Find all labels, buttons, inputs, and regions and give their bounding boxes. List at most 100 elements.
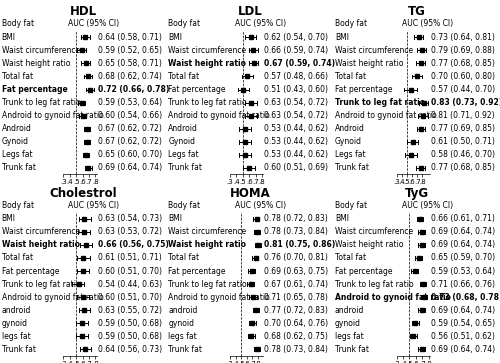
Text: Android to gynoid fat ratio: Android to gynoid fat ratio (335, 293, 451, 302)
Text: AUC (95% CI): AUC (95% CI) (235, 201, 286, 209)
Text: 0.51 (0.43, 0.60): 0.51 (0.43, 0.60) (264, 85, 328, 94)
Text: Trunk to leg fat ratio: Trunk to leg fat ratio (2, 280, 80, 289)
Text: AUC (95% CI): AUC (95% CI) (402, 19, 453, 28)
Text: 0.53 (0.44, 0.62): 0.53 (0.44, 0.62) (264, 150, 328, 159)
Text: Trunk to leg fat ratio: Trunk to leg fat ratio (2, 98, 80, 107)
Text: legs fat: legs fat (335, 332, 364, 341)
Text: Waist circumference: Waist circumference (2, 227, 80, 236)
Text: 0.81 (0.71, 0.92): 0.81 (0.71, 0.92) (431, 111, 494, 120)
Text: Gynoid: Gynoid (168, 137, 195, 146)
Text: android: android (168, 306, 198, 315)
Text: BMI: BMI (168, 33, 182, 42)
Text: 0.69 (0.64, 0.74): 0.69 (0.64, 0.74) (431, 306, 495, 315)
Text: Trunk fat: Trunk fat (2, 163, 35, 172)
Text: 0.68 (0.62, 0.75): 0.68 (0.62, 0.75) (264, 332, 328, 341)
Text: 0.69 (0.64, 0.74): 0.69 (0.64, 0.74) (431, 227, 495, 236)
Text: 0.58 (0.46, 0.70): 0.58 (0.46, 0.70) (431, 150, 495, 159)
Text: TG: TG (408, 5, 426, 19)
Text: Body fat: Body fat (335, 201, 367, 209)
Text: 0.69 (0.64, 0.74): 0.69 (0.64, 0.74) (431, 240, 495, 249)
Text: HOMA: HOMA (230, 187, 270, 200)
Text: Waist circumference: Waist circumference (168, 227, 246, 236)
Text: Trunk to leg fat ratio: Trunk to leg fat ratio (335, 280, 413, 289)
Text: 0.59 (0.50, 0.68): 0.59 (0.50, 0.68) (98, 319, 162, 328)
Text: 0.63 (0.55, 0.72): 0.63 (0.55, 0.72) (98, 306, 162, 315)
Text: 0.59 (0.54, 0.65): 0.59 (0.54, 0.65) (431, 319, 495, 328)
Text: Body fat: Body fat (2, 19, 34, 28)
Text: 0.63 (0.54, 0.72): 0.63 (0.54, 0.72) (264, 98, 328, 107)
Text: 0.77 (0.68, 0.85): 0.77 (0.68, 0.85) (431, 59, 495, 68)
Text: Trunk fat: Trunk fat (335, 345, 369, 354)
Text: android: android (335, 306, 364, 315)
Text: 0.59 (0.53, 0.64): 0.59 (0.53, 0.64) (431, 266, 495, 276)
Text: Android to gynoid fat ratio: Android to gynoid fat ratio (168, 111, 270, 120)
Text: Cholestrol: Cholestrol (50, 187, 117, 200)
Text: Android to gynoid fat ratio: Android to gynoid fat ratio (2, 293, 104, 302)
Text: 0.61 (0.50, 0.71): 0.61 (0.50, 0.71) (431, 137, 495, 146)
Text: 0.63 (0.54, 0.72): 0.63 (0.54, 0.72) (264, 111, 328, 120)
Text: Legs fat: Legs fat (335, 150, 366, 159)
Text: Trunk fat: Trunk fat (168, 345, 202, 354)
Text: Android to gynoid fat ratio: Android to gynoid fat ratio (168, 293, 270, 302)
Text: 0.78 (0.73, 0.84): 0.78 (0.73, 0.84) (264, 227, 328, 236)
Text: 0.70 (0.64, 0.76): 0.70 (0.64, 0.76) (264, 319, 328, 328)
Text: Fat percentage: Fat percentage (335, 85, 392, 94)
Text: 0.63 (0.54, 0.73): 0.63 (0.54, 0.73) (98, 215, 162, 223)
Text: 0.60 (0.54, 0.66): 0.60 (0.54, 0.66) (98, 111, 162, 120)
Text: 0.67 (0.59, 0.74): 0.67 (0.59, 0.74) (264, 59, 336, 68)
Text: 0.60 (0.51, 0.69): 0.60 (0.51, 0.69) (264, 163, 328, 172)
Text: 0.68 (0.62, 0.74): 0.68 (0.62, 0.74) (98, 72, 162, 81)
Text: 0.77 (0.69, 0.85): 0.77 (0.69, 0.85) (431, 124, 495, 133)
Text: Waist circumference: Waist circumference (168, 46, 246, 55)
Text: Waist circumference: Waist circumference (335, 227, 413, 236)
Text: 0.64 (0.58, 0.71): 0.64 (0.58, 0.71) (98, 33, 162, 42)
Text: BMI: BMI (335, 33, 349, 42)
Text: Waist circumference: Waist circumference (335, 46, 413, 55)
Text: 0.54 (0.44, 0.63): 0.54 (0.44, 0.63) (98, 280, 162, 289)
Text: AUC (95% CI): AUC (95% CI) (68, 19, 120, 28)
Text: AUC (95% CI): AUC (95% CI) (68, 201, 120, 209)
Text: 0.79 (0.69, 0.88): 0.79 (0.69, 0.88) (431, 46, 495, 55)
Text: Trunk to leg fat ratio: Trunk to leg fat ratio (168, 98, 247, 107)
Text: Waist height ratio: Waist height ratio (168, 240, 246, 249)
Text: 0.77 (0.68, 0.85): 0.77 (0.68, 0.85) (431, 163, 495, 172)
Text: Fat percentage: Fat percentage (2, 85, 67, 94)
Text: 0.66 (0.61, 0.71): 0.66 (0.61, 0.71) (431, 215, 495, 223)
Text: 0.69 (0.64, 0.74): 0.69 (0.64, 0.74) (431, 345, 495, 354)
Text: 0.57 (0.44, 0.70): 0.57 (0.44, 0.70) (431, 85, 495, 94)
Text: 0.65 (0.59, 0.70): 0.65 (0.59, 0.70) (431, 253, 495, 262)
Text: 0.81 (0.75, 0.86): 0.81 (0.75, 0.86) (264, 240, 336, 249)
Text: 0.76 (0.70, 0.81): 0.76 (0.70, 0.81) (264, 253, 328, 262)
Text: Total fat: Total fat (335, 72, 366, 81)
Text: TyG: TyG (404, 187, 428, 200)
Text: 0.67 (0.61, 0.74): 0.67 (0.61, 0.74) (264, 280, 328, 289)
Text: 0.62 (0.54, 0.70): 0.62 (0.54, 0.70) (264, 33, 328, 42)
Text: 0.61 (0.51, 0.71): 0.61 (0.51, 0.71) (98, 253, 162, 262)
Text: 0.67 (0.62, 0.72): 0.67 (0.62, 0.72) (98, 137, 162, 146)
Text: 0.60 (0.51, 0.70): 0.60 (0.51, 0.70) (98, 266, 162, 276)
Text: Total fat: Total fat (168, 72, 200, 81)
Text: 0.57 (0.48, 0.66): 0.57 (0.48, 0.66) (264, 72, 328, 81)
Text: 0.73 (0.68, 0.78): 0.73 (0.68, 0.78) (431, 293, 500, 302)
Text: 0.69 (0.63, 0.75): 0.69 (0.63, 0.75) (264, 266, 328, 276)
Text: Fat percentage: Fat percentage (335, 266, 392, 276)
Text: 0.56 (0.51, 0.62): 0.56 (0.51, 0.62) (431, 332, 495, 341)
Text: gynoid: gynoid (335, 319, 361, 328)
Text: BMI: BMI (335, 215, 349, 223)
Text: Legs fat: Legs fat (168, 150, 199, 159)
Text: LDL: LDL (238, 5, 262, 19)
Text: 0.70 (0.60, 0.80): 0.70 (0.60, 0.80) (431, 72, 495, 81)
Text: Waist height ratio: Waist height ratio (168, 59, 246, 68)
Text: 0.73 (0.64, 0.81): 0.73 (0.64, 0.81) (431, 33, 495, 42)
Text: Fat percentage: Fat percentage (168, 85, 226, 94)
Text: Waist circumference: Waist circumference (2, 46, 80, 55)
Text: 0.59 (0.53, 0.64): 0.59 (0.53, 0.64) (98, 98, 162, 107)
Text: 0.71 (0.66, 0.76): 0.71 (0.66, 0.76) (431, 280, 495, 289)
Text: Trunk to leg fat ratio: Trunk to leg fat ratio (168, 280, 247, 289)
Text: Gynoid: Gynoid (2, 137, 28, 146)
Text: 0.53 (0.44, 0.62): 0.53 (0.44, 0.62) (264, 124, 328, 133)
Text: Waist height ratio: Waist height ratio (2, 240, 80, 249)
Text: 0.64 (0.56, 0.73): 0.64 (0.56, 0.73) (98, 345, 162, 354)
Text: AUC (95% CI): AUC (95% CI) (235, 19, 286, 28)
Text: Total fat: Total fat (335, 253, 366, 262)
